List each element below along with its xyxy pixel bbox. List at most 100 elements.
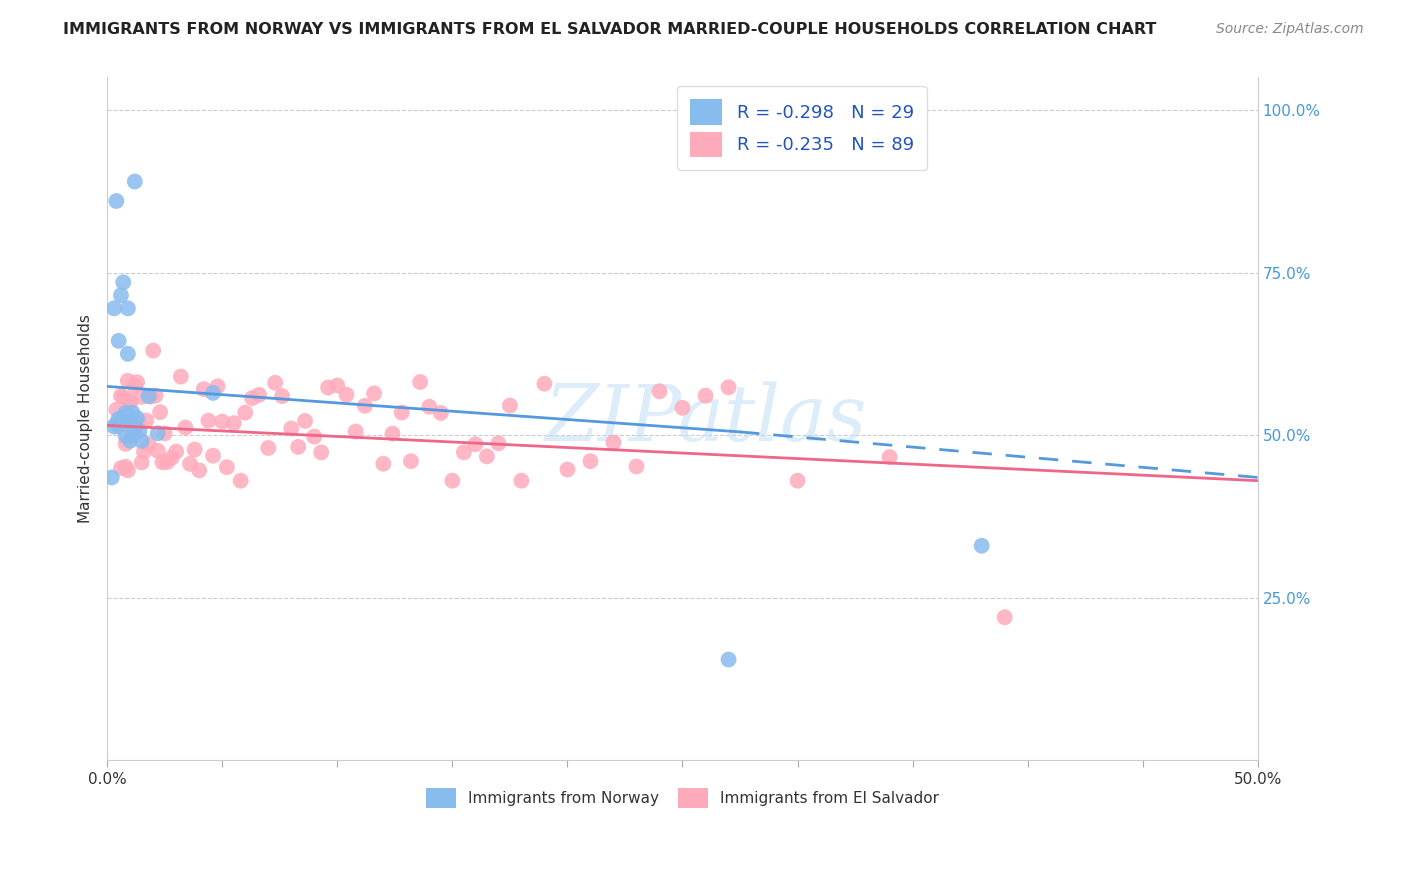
- Point: [142, 343, 165, 358]
- Point: [132, 444, 155, 458]
- Point: [602, 435, 624, 450]
- Point: [112, 390, 135, 404]
- Point: [146, 443, 169, 458]
- Point: [179, 457, 201, 471]
- Point: [287, 440, 309, 454]
- Point: [174, 420, 197, 434]
- Point: [304, 429, 326, 443]
- Point: [240, 391, 263, 405]
- Point: [114, 437, 136, 451]
- Point: [970, 539, 993, 553]
- Point: [107, 412, 129, 426]
- Point: [125, 411, 148, 425]
- Point: [626, 459, 648, 474]
- Point: [309, 445, 332, 459]
- Point: [316, 381, 339, 395]
- Point: [671, 401, 693, 415]
- Point: [120, 393, 142, 408]
- Point: [114, 429, 136, 443]
- Point: [107, 417, 129, 432]
- Point: [579, 454, 602, 468]
- Point: [695, 389, 717, 403]
- Point: [264, 376, 287, 390]
- Point: [131, 434, 153, 448]
- Point: [125, 376, 148, 390]
- Point: [994, 610, 1017, 624]
- Point: [124, 174, 146, 188]
- Point: [112, 412, 135, 426]
- Point: [112, 276, 135, 290]
- Point: [399, 454, 422, 468]
- Point: [114, 406, 136, 420]
- Point: [409, 375, 432, 389]
- Point: [430, 406, 453, 420]
- Point: [717, 380, 740, 394]
- Point: [110, 389, 132, 403]
- Point: [335, 387, 357, 401]
- Point: [441, 474, 464, 488]
- Point: [373, 457, 395, 471]
- Point: [280, 421, 302, 435]
- Point: [131, 455, 153, 469]
- Point: [103, 419, 125, 434]
- Point: [160, 450, 183, 465]
- Point: [202, 385, 225, 400]
- Point: [138, 389, 160, 403]
- Point: [215, 460, 238, 475]
- Point: [110, 461, 132, 475]
- Point: [475, 450, 498, 464]
- Point: [150, 455, 173, 469]
- Point: [105, 194, 128, 208]
- Point: [117, 301, 139, 316]
- Point: [117, 347, 139, 361]
- Point: [170, 369, 193, 384]
- Point: [121, 406, 143, 420]
- Point: [131, 390, 153, 404]
- Point: [381, 426, 404, 441]
- Point: [112, 409, 135, 424]
- Point: [128, 424, 150, 438]
- Point: [326, 378, 349, 392]
- Point: [533, 376, 555, 391]
- Point: [117, 374, 139, 388]
- Point: [183, 442, 205, 457]
- Point: [105, 417, 128, 431]
- Point: [222, 416, 245, 430]
- Point: [156, 455, 179, 469]
- Point: [146, 426, 169, 441]
- Point: [717, 652, 740, 666]
- Point: [786, 474, 808, 488]
- Point: [344, 425, 367, 439]
- Point: [648, 384, 671, 399]
- Point: [229, 474, 252, 488]
- Point: [103, 301, 125, 316]
- Point: [510, 474, 533, 488]
- Point: [128, 416, 150, 430]
- Legend: Immigrants from Norway, Immigrants from El Salvador: Immigrants from Norway, Immigrants from …: [419, 782, 946, 814]
- Point: [145, 388, 167, 402]
- Point: [453, 445, 475, 459]
- Text: ZIPatlas: ZIPatlas: [544, 381, 866, 457]
- Point: [879, 450, 901, 464]
- Point: [464, 437, 486, 451]
- Point: [202, 449, 225, 463]
- Point: [124, 428, 146, 442]
- Text: IMMIGRANTS FROM NORWAY VS IMMIGRANTS FROM EL SALVADOR MARRIED-COUPLE HOUSEHOLDS : IMMIGRANTS FROM NORWAY VS IMMIGRANTS FRO…: [63, 22, 1157, 37]
- Point: [120, 434, 142, 448]
- Point: [271, 389, 294, 403]
- Point: [120, 396, 142, 410]
- Point: [117, 463, 139, 477]
- Point: [499, 399, 522, 413]
- Point: [354, 399, 377, 413]
- Point: [153, 426, 176, 441]
- Point: [107, 419, 129, 434]
- Point: [124, 379, 146, 393]
- Point: [138, 437, 160, 451]
- Point: [120, 414, 142, 428]
- Point: [188, 463, 211, 477]
- Point: [139, 390, 162, 404]
- Point: [418, 400, 440, 414]
- Point: [135, 413, 157, 427]
- Point: [557, 462, 579, 476]
- Point: [105, 402, 128, 417]
